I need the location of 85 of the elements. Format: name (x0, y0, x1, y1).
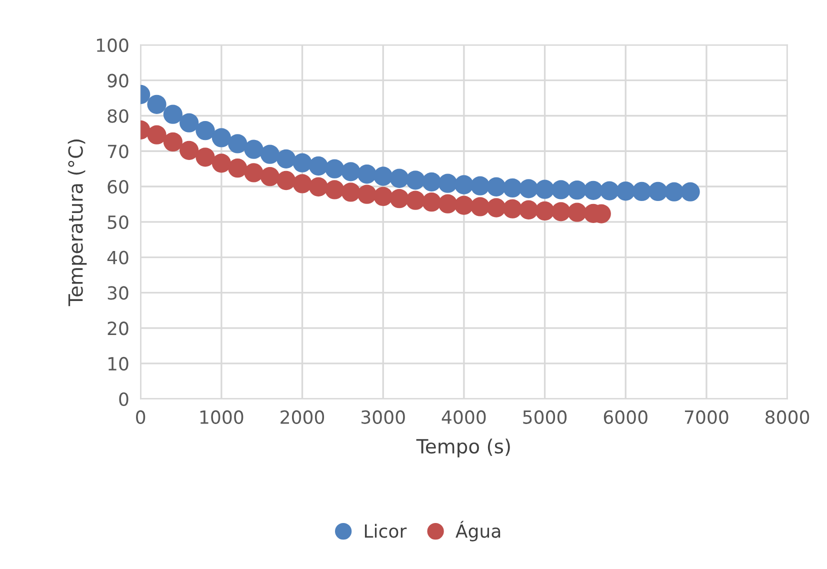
x-axis-title: Tempo (s) (416, 438, 510, 458)
point (648, 182, 668, 202)
point (228, 158, 248, 178)
x-tick-label: 5000 (523, 410, 567, 424)
point (196, 148, 215, 167)
point (341, 162, 360, 182)
point (357, 184, 377, 204)
point (180, 140, 199, 160)
point (470, 197, 490, 216)
y-tick-label: 90 (108, 74, 128, 88)
point (308, 177, 328, 196)
y-tick-label: 70 (108, 144, 128, 158)
point (292, 153, 312, 172)
x-tick-label: 0 (136, 410, 146, 424)
x-tick-label: 4000 (442, 410, 486, 424)
point (519, 200, 538, 220)
point (486, 177, 506, 196)
point (406, 170, 426, 190)
point (519, 179, 538, 198)
y-tick-label: 10 (108, 356, 128, 371)
x-tick-label: 2000 (280, 410, 324, 424)
point (147, 94, 166, 114)
x-tick-label: 1000 (200, 410, 244, 424)
point (422, 172, 442, 192)
point (535, 180, 554, 199)
point (163, 104, 182, 124)
point (147, 125, 166, 144)
point (502, 178, 522, 198)
x-tick-label: 7000 (684, 410, 728, 424)
point (292, 174, 312, 194)
point (325, 159, 344, 178)
point (244, 163, 264, 182)
point (535, 201, 554, 221)
y-tick-label: 100 (97, 38, 128, 52)
point (260, 144, 280, 164)
point (680, 182, 700, 202)
point (568, 202, 587, 222)
point (664, 182, 684, 202)
point (228, 134, 248, 154)
point (406, 190, 426, 210)
legend-label: Água (456, 520, 500, 542)
point (374, 166, 393, 186)
point (325, 180, 344, 200)
point (212, 128, 231, 148)
x-tick-label: 8000 (766, 410, 810, 424)
point (422, 192, 442, 212)
point (568, 180, 587, 200)
point (276, 170, 296, 190)
point (584, 180, 603, 200)
y-tick-label: 50 (108, 215, 128, 230)
point (341, 182, 360, 202)
y-tick-label: 20 (108, 322, 128, 336)
point (374, 186, 393, 206)
point (502, 199, 522, 218)
point (600, 181, 620, 200)
point (616, 182, 636, 201)
x-tick-label: 6000 (604, 410, 648, 424)
y-axis-title: Temperatura (°C) (68, 139, 87, 306)
point (196, 121, 215, 140)
y-tick-label: 40 (107, 250, 128, 264)
point (438, 194, 458, 214)
point (470, 176, 490, 196)
point (163, 132, 182, 152)
y-tick-label: 80 (108, 109, 128, 123)
y-tick-label: 30 (108, 286, 128, 300)
point (212, 154, 231, 173)
point (308, 156, 328, 176)
point (244, 140, 264, 159)
point (454, 175, 474, 194)
point (357, 164, 377, 184)
point (276, 149, 296, 168)
point (260, 167, 280, 186)
y-tick-label: 60 (108, 180, 128, 194)
y-tick-label: 0 (119, 392, 128, 406)
point (486, 198, 506, 218)
x-tick-label: 3000 (362, 410, 405, 424)
point (551, 180, 571, 200)
point (390, 168, 409, 188)
point (438, 174, 458, 193)
point (551, 202, 571, 222)
point (390, 188, 409, 208)
point (180, 113, 199, 132)
point (454, 196, 474, 215)
point (632, 182, 652, 202)
legend-label: Licor (364, 524, 407, 538)
